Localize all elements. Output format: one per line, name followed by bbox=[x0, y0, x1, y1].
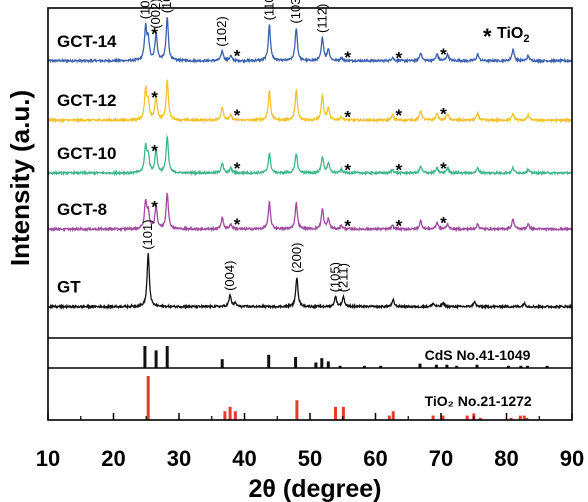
tio2-marker: * bbox=[440, 45, 447, 64]
x-tick-label: 10 bbox=[36, 446, 60, 471]
peak-label: (103) bbox=[288, 0, 303, 24]
tio2-marker: * bbox=[234, 215, 241, 234]
x-tick-label: 70 bbox=[429, 446, 453, 471]
series-label-gct-8: GCT-8 bbox=[57, 200, 107, 219]
axes: 10 20 30 40 50 60 70 80 90 bbox=[36, 7, 584, 471]
tio2-marker: * bbox=[396, 217, 403, 236]
peak-label: (100) bbox=[138, 0, 153, 19]
legend-label-text: TiO bbox=[497, 25, 523, 42]
series-label-gct-10: GCT-10 bbox=[57, 144, 117, 163]
x-axis-label: 2θ (degree) bbox=[249, 475, 382, 502]
x-tick-label: 90 bbox=[560, 446, 584, 471]
tio2-marker: * bbox=[151, 198, 158, 217]
tio2-marker: * bbox=[234, 106, 241, 125]
reference-label-tio-no-21-1272: TiO₂ No.21-1272 bbox=[425, 393, 532, 409]
tio2-marker: * bbox=[151, 88, 158, 107]
tio2-marker: * bbox=[234, 159, 241, 178]
peak-label: (200) bbox=[289, 243, 304, 273]
peak-label: (211) bbox=[335, 263, 350, 292]
series-label-gct-14: GCT-14 bbox=[57, 32, 117, 51]
series-line-gt bbox=[47, 252, 573, 311]
y-axis-label: Intensity (a.u.) bbox=[5, 90, 35, 266]
series-line-gct-10 bbox=[47, 134, 573, 177]
tio2-marker: * bbox=[396, 161, 403, 180]
legend-label: TiO2 bbox=[497, 25, 530, 45]
peak-label: (105) bbox=[328, 262, 343, 292]
legend: * TiO2 bbox=[483, 24, 530, 49]
peak-label: (101) bbox=[159, 0, 174, 13]
peak-label: (112) bbox=[314, 4, 329, 33]
series-line-gct-14 bbox=[47, 17, 573, 65]
tio2-marker: * bbox=[396, 48, 403, 67]
x-tick-label: 60 bbox=[363, 446, 387, 471]
peak-label: (110) bbox=[261, 0, 276, 20]
tio2-marker: * bbox=[440, 159, 447, 178]
series-line-gct-8 bbox=[47, 191, 573, 233]
main-panel: GCT-14GCT-12GCT-10GCT-8GT(100)(002)(101)… bbox=[47, 0, 573, 311]
x-tick-label: 30 bbox=[167, 446, 191, 471]
series-label-gt: GT bbox=[57, 278, 81, 297]
series-label-gct-12: GCT-12 bbox=[57, 91, 117, 110]
x-tick-label: 20 bbox=[101, 446, 125, 471]
tio2-marker: * bbox=[344, 217, 351, 236]
x-tick-label: 40 bbox=[232, 446, 256, 471]
tio2-marker: * bbox=[151, 141, 158, 160]
tio2-marker: * bbox=[344, 108, 351, 127]
peak-label: (004) bbox=[222, 261, 237, 291]
tio2-marker: * bbox=[344, 48, 351, 67]
tio2-marker: * bbox=[440, 104, 447, 123]
tio2-marker: * bbox=[234, 47, 241, 66]
peak-label: (102) bbox=[214, 16, 229, 46]
reference-panels: CdS No.41-1049 TiO₂ No.21-1272 bbox=[143, 346, 549, 420]
tio2-marker: * bbox=[344, 161, 351, 180]
series-line-gct-12 bbox=[47, 79, 573, 124]
peak-label: (101) bbox=[140, 219, 155, 249]
reference-label-cds-no-41-1049: CdS No.41-1049 bbox=[425, 347, 531, 363]
tio2-marker: * bbox=[396, 106, 403, 125]
legend-label-subscript: 2 bbox=[523, 33, 529, 45]
legend-marker: * bbox=[483, 24, 492, 49]
tio2-marker: * bbox=[151, 25, 158, 44]
x-tick-label: 80 bbox=[494, 446, 518, 471]
x-tick-label: 50 bbox=[298, 446, 322, 471]
tio2-marker: * bbox=[440, 213, 447, 232]
